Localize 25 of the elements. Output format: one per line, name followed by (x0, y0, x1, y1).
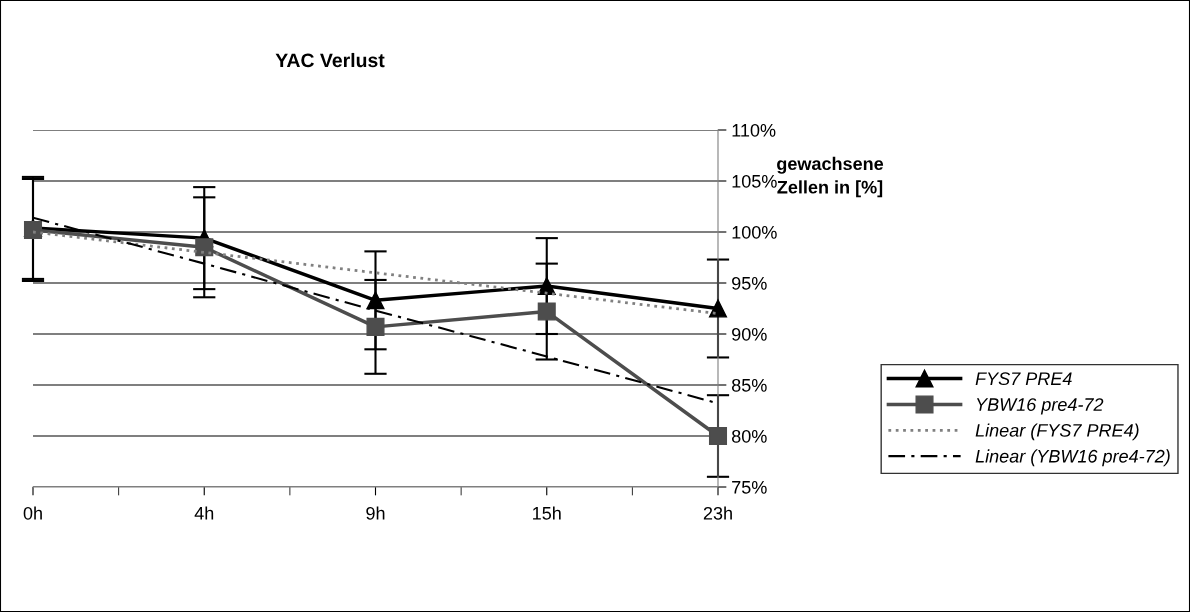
y-tick-label: 75% (732, 481, 767, 494)
y-axis-title: gewachsene Zellen in [%] (777, 156, 884, 198)
y-tick-label: 85% (731, 378, 767, 392)
x-tick-label: 23h (703, 506, 732, 520)
point (366, 291, 385, 310)
chart-title: YAC Verlust (275, 52, 385, 68)
y-tick-label: 95% (732, 276, 767, 290)
legend-label: YBW16 pre4-72 (976, 398, 1104, 415)
legend-label: FYS7 PRE4 (975, 372, 1072, 386)
x-tick-label: 9h (366, 506, 385, 520)
y-tick-label: 80% (731, 429, 767, 443)
legend-label: Linear (YBW16 pre4-72) (975, 449, 1170, 467)
x-tick-label: 4h (194, 506, 214, 520)
point (195, 238, 214, 257)
point (708, 426, 728, 446)
y-tick-label: 90% (732, 327, 767, 341)
point (366, 317, 385, 336)
y-tick-label: 100% (732, 225, 777, 239)
point (537, 302, 556, 321)
point (708, 299, 728, 318)
legend-label: Linear (FYS7 PRE4) (975, 423, 1139, 441)
y-tick-label: 105% (732, 174, 777, 188)
y-tick-label: 110% (732, 123, 776, 137)
x-tick-label: 0h (23, 506, 42, 520)
x-tick-label: 15h (533, 506, 561, 520)
